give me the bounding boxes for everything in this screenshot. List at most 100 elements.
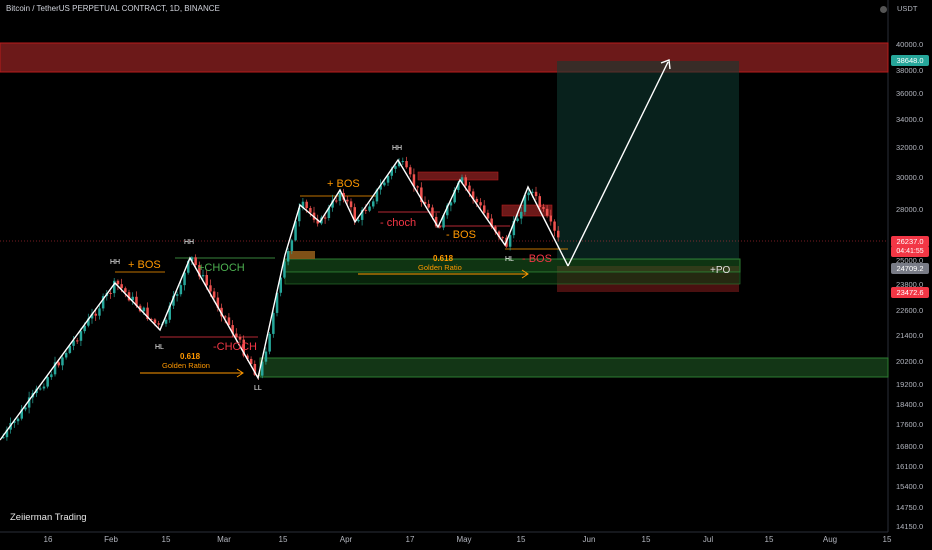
- x-tick: 15: [516, 535, 526, 544]
- x-tick: 15: [882, 535, 892, 544]
- y-tick: 23800.0: [896, 280, 924, 289]
- candle-body: [379, 185, 382, 190]
- candle-body: [412, 174, 416, 187]
- settings-icon[interactable]: [880, 6, 887, 13]
- golden-ratio-arrowhead-right: [521, 269, 529, 279]
- projection-line: [567, 61, 669, 267]
- supply-zone-top: [0, 42, 889, 73]
- candle-body: [360, 209, 364, 220]
- candle-body: [542, 207, 545, 209]
- y-tick: 36000.0: [896, 89, 924, 98]
- candle-body: [534, 191, 538, 197]
- candle-body: [79, 331, 83, 341]
- x-tick: Aug: [822, 535, 838, 544]
- candle-body: [150, 318, 153, 320]
- candle-body: [220, 307, 223, 317]
- x-tick: May: [456, 535, 472, 544]
- y-tick: 22600.0: [896, 306, 924, 315]
- candle-body: [83, 325, 86, 332]
- x-tick: 15: [161, 535, 171, 544]
- candle-body: [113, 280, 116, 294]
- candle-body: [209, 285, 212, 292]
- candle-body: [53, 362, 57, 375]
- candle-body: [101, 296, 105, 309]
- candle-body: [198, 265, 201, 277]
- candle-body: [224, 316, 227, 318]
- x-tick: 15: [641, 535, 651, 544]
- candle-body: [268, 333, 271, 352]
- candle-body: [68, 345, 72, 353]
- y-tick: 20200.0: [896, 357, 924, 366]
- candle-body: [94, 313, 97, 316]
- market-structure-zigzag: [0, 158, 569, 441]
- golden-ratio-arrowhead-left: [236, 368, 244, 378]
- symbol-title[interactable]: Bitcoin / TetherUS PERPETUAL CONTRACT, 1…: [6, 4, 220, 13]
- candle-body: [434, 216, 438, 227]
- candle-body: [157, 323, 160, 325]
- candle-body: [483, 205, 486, 213]
- candle-body: [553, 221, 556, 231]
- candle-body: [294, 221, 297, 241]
- bos-label: + BOS: [128, 259, 161, 271]
- candle-body: [549, 215, 553, 222]
- candle-body: [216, 297, 220, 308]
- candle-body: [457, 182, 460, 190]
- candle-body: [353, 207, 356, 222]
- hh-label: HH: [184, 239, 195, 246]
- candle-body: [301, 201, 305, 208]
- choch-label: +CHOCH: [198, 262, 245, 274]
- long-position-target-zone: [557, 61, 739, 260]
- candle-body: [61, 357, 64, 366]
- candle-body: [464, 177, 467, 186]
- candle-body: [168, 305, 171, 320]
- candle-body: [364, 209, 368, 211]
- candle-body: [238, 337, 242, 340]
- y-tick: 38000.0: [896, 66, 924, 75]
- candle-body: [390, 168, 393, 176]
- entry-price-tag: 24709.2: [891, 263, 929, 274]
- candle-body: [423, 201, 427, 204]
- candle-body: [346, 199, 349, 202]
- candle-body: [212, 291, 216, 298]
- order-block-apr: [417, 171, 499, 181]
- candle-body: [449, 202, 453, 206]
- candle-body: [98, 308, 101, 316]
- y-tick: 30000.0: [896, 173, 924, 182]
- candle-body: [516, 218, 519, 222]
- candle-body: [27, 397, 31, 408]
- fib-value-label: 0.618: [180, 352, 201, 361]
- candle-body: [375, 189, 379, 202]
- candle-body: [127, 292, 131, 301]
- candle-body: [87, 318, 90, 326]
- candle-body: [383, 182, 386, 186]
- candle-body: [442, 215, 445, 228]
- y-tick: 28000.0: [896, 205, 924, 214]
- bos-label: - BOS: [446, 229, 476, 241]
- candle-body: [446, 205, 449, 216]
- candle-body: [427, 203, 430, 208]
- candle-body: [275, 292, 279, 313]
- candle-body: [109, 292, 112, 294]
- candle-body: [190, 257, 194, 262]
- candle-body: [527, 192, 530, 196]
- bos-label: + BOS: [327, 178, 360, 190]
- candle-body: [90, 313, 94, 319]
- candle-body: [201, 275, 205, 277]
- y-tick: 17600.0: [896, 420, 924, 429]
- candle-body: [76, 340, 79, 342]
- candle-body: [416, 186, 419, 188]
- x-tick: Jul: [702, 535, 714, 544]
- currency-label: USDT: [897, 4, 918, 13]
- candle-body: [479, 202, 482, 206]
- candle-body: [46, 377, 49, 387]
- candle-body: [338, 192, 342, 201]
- candle-body: [261, 361, 264, 376]
- candle-body: [475, 198, 479, 203]
- x-tick: 15: [764, 535, 774, 544]
- candle-body: [494, 226, 497, 232]
- candle-body: [5, 429, 9, 438]
- order-block-may: [501, 204, 553, 217]
- demand-zone-bottom: [259, 357, 889, 378]
- ll-label: LL: [254, 385, 262, 392]
